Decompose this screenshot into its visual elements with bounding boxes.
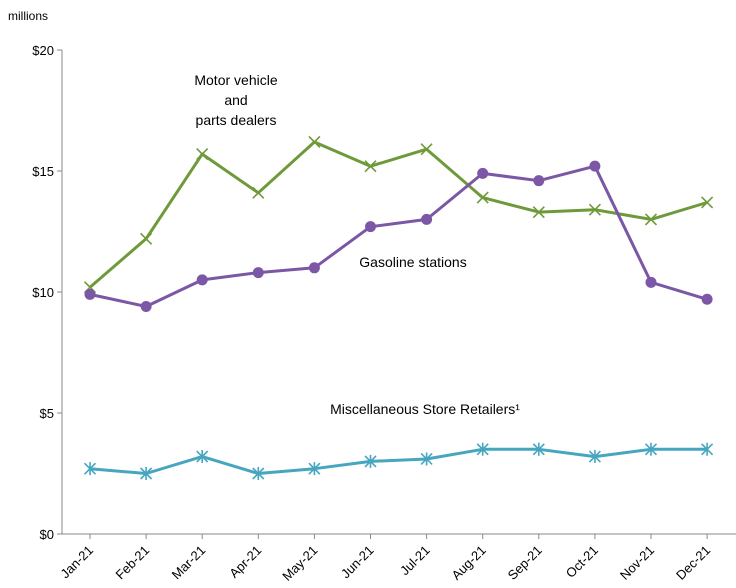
series-line: [89, 164, 708, 308]
data-point: [588, 203, 601, 216]
data-point: [645, 276, 657, 288]
series-label-line: parts dealers: [196, 112, 277, 128]
series-layer: [83, 135, 714, 480]
data-point: [196, 274, 208, 286]
series-labels: Motor vehicle and parts dealers Gasoline st…: [194, 72, 520, 417]
series-label-line: Gasoline stations: [359, 254, 466, 270]
data-point: [83, 462, 97, 476]
data-point: [252, 186, 265, 199]
series-1: [84, 160, 713, 313]
x-tick-label: Feb-21: [112, 543, 152, 583]
x-tick-label: Aug-21: [449, 543, 489, 583]
series-2: [83, 442, 714, 480]
x-tick-label: Oct-21: [563, 543, 601, 581]
data-point: [701, 293, 713, 305]
x-tick-label: Sep-21: [505, 543, 545, 583]
data-point: [476, 191, 489, 204]
x-tick-label: Nov-21: [617, 543, 657, 583]
series-line: [89, 140, 708, 289]
x-tick-label: Jan-21: [57, 543, 96, 582]
data-point: [420, 143, 433, 156]
series-label-2: Miscellaneous Store Retailers¹: [330, 401, 520, 417]
series-0: [83, 135, 714, 294]
series-label-0: Motor vehicle and parts dealers: [194, 72, 277, 128]
data-point: [196, 147, 209, 161]
y-tick-label: $10: [32, 285, 54, 300]
axes: $0 $5 $10 $15 $20 Jan-21 Feb-21 Mar-21 Apr-21 May…: [32, 43, 736, 584]
data-point: [140, 232, 153, 245]
data-point: [589, 160, 601, 172]
x-tick-label: Apr-21: [226, 543, 264, 581]
data-point: [644, 213, 658, 226]
data-point: [701, 442, 714, 456]
data-point: [365, 221, 376, 233]
series-label-line: Motor vehicle: [194, 72, 277, 88]
data-point: [252, 267, 264, 279]
data-point: [420, 452, 433, 466]
series-label-1: Gasoline stations: [359, 254, 466, 270]
x-tick-label: May-21: [279, 543, 320, 584]
data-point: [532, 206, 545, 219]
data-point: [196, 450, 209, 464]
y-tick-label: $20: [32, 43, 54, 58]
data-point: [476, 442, 489, 456]
y-unit-label: millions: [8, 9, 48, 23]
x-tick-label: Dec-21: [673, 543, 713, 583]
data-point: [308, 135, 321, 149]
series-label-line: and: [224, 92, 247, 108]
data-point: [252, 467, 265, 480]
data-point: [477, 167, 489, 179]
data-point: [532, 442, 545, 456]
data-point: [644, 442, 658, 456]
data-point: [533, 175, 545, 187]
data-point: [308, 262, 320, 274]
data-point: [364, 454, 377, 468]
data-point: [364, 160, 377, 173]
data-point: [84, 288, 96, 300]
data-point: [140, 301, 152, 313]
x-tick-label: Mar-21: [169, 543, 209, 583]
series-line: [89, 447, 708, 475]
data-point: [308, 462, 321, 476]
data-point: [588, 450, 601, 464]
y-tick-label: $15: [32, 164, 54, 179]
y-tick-label: $0: [40, 527, 54, 542]
series-label-line: Miscellaneous Store Retailers¹: [330, 401, 520, 417]
x-tick-label: Jun-21: [338, 543, 377, 582]
x-tick-label: Jul-21: [397, 543, 433, 579]
data-point: [701, 196, 714, 209]
data-point: [140, 467, 153, 480]
data-point: [421, 213, 433, 225]
y-tick-label: $5: [40, 406, 54, 421]
